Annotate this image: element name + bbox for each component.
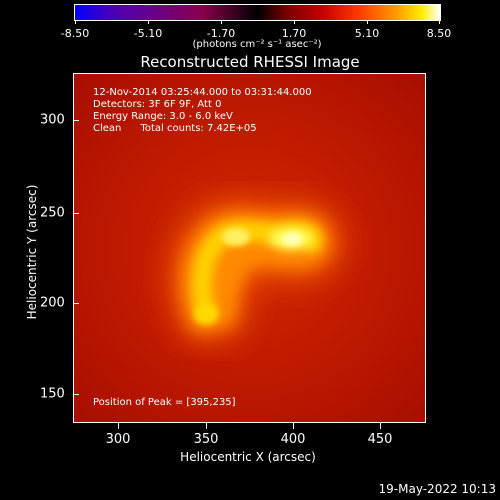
image-title: Reconstructed RHESSI Image	[140, 53, 360, 71]
colorbar-tick	[294, 20, 295, 24]
colorbar-tick	[75, 20, 76, 24]
y-tick	[73, 213, 79, 214]
x-axis-label: Heliocentric X (arcsec)	[180, 450, 316, 464]
y-tick-label: 250	[40, 205, 65, 221]
peak-position: Position of Peak = [395,235]	[93, 397, 236, 408]
colorbar-units: (photons cm⁻² s⁻¹ asec⁻²)	[192, 39, 322, 50]
info-time-range: 12-Nov-2014 03:25:44.000 to 03:31:44.000	[93, 87, 312, 98]
colorbar-tick	[148, 20, 149, 24]
colorbar-tick-label: 8.50	[426, 27, 452, 40]
timestamp: 19-May-2022 10:13	[378, 482, 496, 496]
colorbar-tick-label: -8.50	[60, 27, 90, 40]
y-tick	[73, 120, 79, 121]
flare-emission	[167, 197, 346, 345]
x-tick-label: 400	[280, 432, 306, 447]
colorbar-tick	[221, 20, 222, 24]
colorbar-tick	[367, 20, 368, 24]
x-tick	[206, 423, 207, 429]
colorbar-tick	[439, 20, 440, 24]
info-detectors: Detectors: 3F 6F 9F, Att 0	[93, 99, 222, 110]
colorbar-tick-label: -1.70	[206, 27, 236, 40]
y-tick-label: 200	[40, 295, 65, 311]
y-tick	[73, 394, 79, 395]
x-tick-label: 350	[193, 432, 219, 447]
colorbar	[74, 4, 441, 21]
y-tick	[73, 303, 79, 304]
info-total-counts: Clean Total counts: 7.42E+05	[93, 123, 257, 134]
x-tick-label: 450	[367, 432, 393, 447]
y-tick-label: 150	[40, 386, 65, 402]
y-tick-label: 300	[40, 112, 65, 128]
info-energy-range: Energy Range: 3.0 - 6.0 keV	[93, 111, 233, 122]
x-tick	[118, 423, 119, 429]
y-axis-label: Heliocentric Y (arcsec)	[25, 184, 39, 320]
x-tick	[380, 423, 381, 429]
x-tick-label: 300	[105, 432, 131, 447]
colorbar-tick-label: -5.10	[133, 27, 163, 40]
x-tick	[293, 423, 294, 429]
colorbar-tick-label: 1.70	[281, 27, 307, 40]
colorbar-tick-label: 5.10	[354, 27, 380, 40]
solar-image	[73, 73, 426, 423]
